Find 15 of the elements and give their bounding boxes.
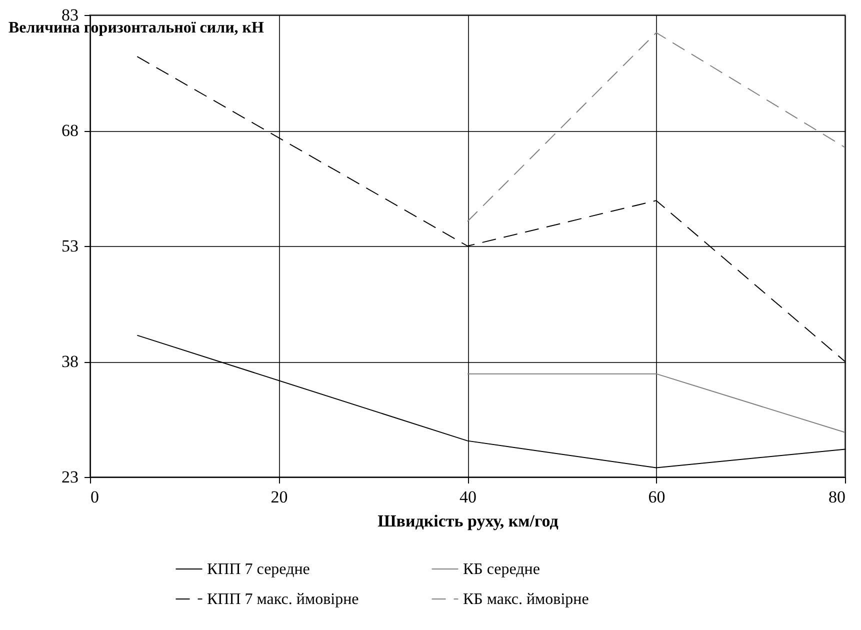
legend-label: КБ середне <box>463 561 540 578</box>
x-tick-label: 20 <box>270 488 288 506</box>
x-axis-title: Швидкість руху, км/год <box>378 512 559 530</box>
y-tick-label: 83 <box>62 6 78 24</box>
legend-label: КПП 7 середне <box>207 561 310 578</box>
x-tick-label: 80 <box>828 488 846 506</box>
legend-label: КПП 7 макс. ймовірне <box>207 591 359 608</box>
y-tick-label: 38 <box>62 352 78 371</box>
y-tick-label: 53 <box>62 236 78 256</box>
x-tick-label: 0 <box>90 488 99 506</box>
legend-label: КБ макс. ймовірне <box>463 591 589 608</box>
x-tick-label: 40 <box>460 488 476 506</box>
y-tick-label: 23 <box>62 468 78 486</box>
y-tick-label: 68 <box>62 121 78 140</box>
x-tick-label: 60 <box>648 488 666 506</box>
